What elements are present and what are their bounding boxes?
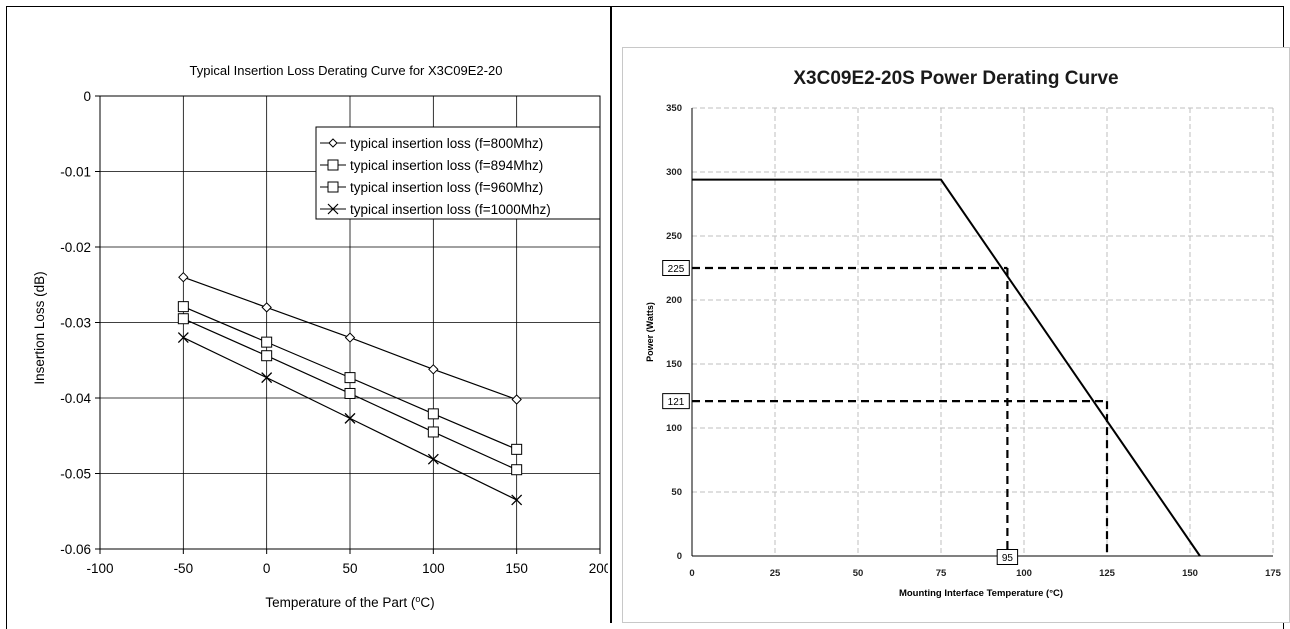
x-tick-label: 125	[1099, 568, 1116, 579]
plot-area-border	[99, 95, 601, 550]
y-tick-label: -0.06	[60, 542, 91, 557]
legend-entry-1000: typical insertion loss (f=1000Mhz)	[350, 202, 551, 217]
legend-entry-960: typical insertion loss (f=960Mhz)	[350, 180, 543, 195]
data-point-square	[511, 443, 523, 455]
x-axis-label-unit: C)	[420, 595, 434, 610]
x-tick-label: 25	[770, 568, 781, 579]
x-tick-label: 0	[689, 568, 694, 579]
insertion-loss-chart: Typical Insertion Loss Derating Curve fo…	[32, 63, 611, 610]
tick-labels: 0 25 50 75 100 125 150 175 0 50 100 150 200 250 300 350	[666, 103, 1281, 579]
y-tick-label: -0.05	[60, 467, 91, 482]
x-axis-label-degree: o	[415, 594, 420, 604]
annotations: 225 121 95	[662, 260, 1019, 565]
data-point-diamond	[428, 364, 439, 375]
annotation-label: 225	[668, 264, 685, 275]
annotation-box	[662, 260, 690, 276]
y-tick-label: -0.02	[60, 240, 91, 255]
y-tick-label: 100	[666, 423, 682, 434]
y-tick-label: -0.04	[60, 391, 91, 406]
annotation-box	[662, 393, 690, 410]
x-tick-label: 0	[263, 561, 271, 576]
y-tick-label: -0.03	[60, 316, 91, 331]
data-point-square	[177, 313, 189, 325]
annotation-label: 95	[1002, 553, 1014, 564]
data-point-square	[427, 426, 439, 438]
x-tick-label: -50	[174, 561, 194, 576]
data-point-x	[511, 494, 523, 506]
x-tick-label: 150	[505, 561, 528, 576]
power-derating-chart: X3C09E2-20S Power Derating Curve 0 25 50 75…	[645, 68, 1282, 599]
data-point-square	[344, 372, 356, 384]
x-axis-label-text: Temperature of the Part (	[265, 595, 416, 610]
data-point-x	[261, 372, 273, 384]
y-axis-label: Insertion Loss (dB)	[32, 271, 47, 384]
x-axis-label: Temperature of the Part (oC)	[265, 594, 434, 610]
legend-entry-894: typical insertion loss (f=894Mhz)	[350, 158, 543, 173]
guide-lines	[692, 266, 1109, 556]
x-tick-label: 100	[422, 561, 445, 576]
y-tick-label: -0.01	[60, 165, 91, 180]
derating-curve-line	[692, 178, 1201, 557]
data-point-diamond	[261, 302, 272, 313]
data-point-x	[177, 332, 189, 344]
y-tick-label: 150	[666, 359, 682, 370]
frame-divider	[610, 6, 612, 623]
legend: typical insertion loss (f=800Mhz) typica…	[315, 126, 601, 220]
y-axis-label: Power (Watts)	[645, 302, 655, 362]
legend-entry-800: typical insertion loss (f=800Mhz)	[350, 136, 543, 151]
data-point-diamond	[511, 394, 522, 405]
x-tick-label: 200	[589, 561, 608, 576]
x-tick-label: 100	[1016, 568, 1032, 579]
legend-diamond-icon	[328, 138, 338, 148]
y-tick-label: 250	[666, 231, 682, 242]
x-tick-label: -100	[86, 561, 113, 576]
x-tick-label: 50	[342, 561, 357, 576]
x-tick-label: 50	[853, 568, 864, 579]
power-derating-chart-panel: X3C09E2-20S Power Derating Curve 0 25 50 75…	[622, 47, 1290, 623]
tick-labels: -100 -50 0 50 100 150 200 0 -0.01 -0.02 -0.03 -0.04…	[60, 89, 611, 576]
data-point-square	[261, 336, 273, 348]
data-point-square	[344, 387, 356, 399]
y-tick-label: 0	[677, 551, 682, 562]
data-point-square	[511, 464, 523, 476]
data-point-diamond	[344, 332, 356, 343]
data-point-x	[427, 453, 439, 465]
x-tick-label: 75	[936, 568, 947, 579]
x-tick-label: 175	[1265, 568, 1282, 579]
legend-square-icon	[327, 159, 339, 171]
series-group	[177, 271, 523, 506]
annotation-label: 121	[668, 397, 685, 408]
chart-title: Typical Insertion Loss Derating Curve fo…	[190, 63, 503, 78]
legend-x-icon	[327, 203, 339, 215]
chart-title: X3C09E2-20S Power Derating Curve	[793, 68, 1118, 89]
legend-box	[315, 126, 601, 220]
insertion-loss-chart-panel: Typical Insertion Loss Derating Curve fo…	[8, 8, 611, 621]
y-tick-label: 300	[666, 167, 682, 178]
x-axis-label: Mounting Interface Temperature (°C)	[899, 588, 1063, 599]
data-point-square	[427, 408, 439, 420]
data-point-square	[261, 350, 273, 362]
data-point-diamond	[178, 271, 189, 283]
data-point-x	[344, 412, 356, 424]
legend-square-icon	[327, 181, 339, 193]
y-tick-label: 200	[666, 295, 682, 306]
series-group	[692, 178, 1201, 557]
y-tick-label: 50	[671, 487, 682, 498]
x-tick-label: 150	[1182, 568, 1198, 579]
grid	[692, 107, 1274, 556]
y-tick-label: 0	[83, 89, 91, 104]
y-tick-label: 350	[666, 103, 682, 114]
annotation-box	[996, 549, 1019, 565]
data-point-square	[177, 301, 189, 313]
